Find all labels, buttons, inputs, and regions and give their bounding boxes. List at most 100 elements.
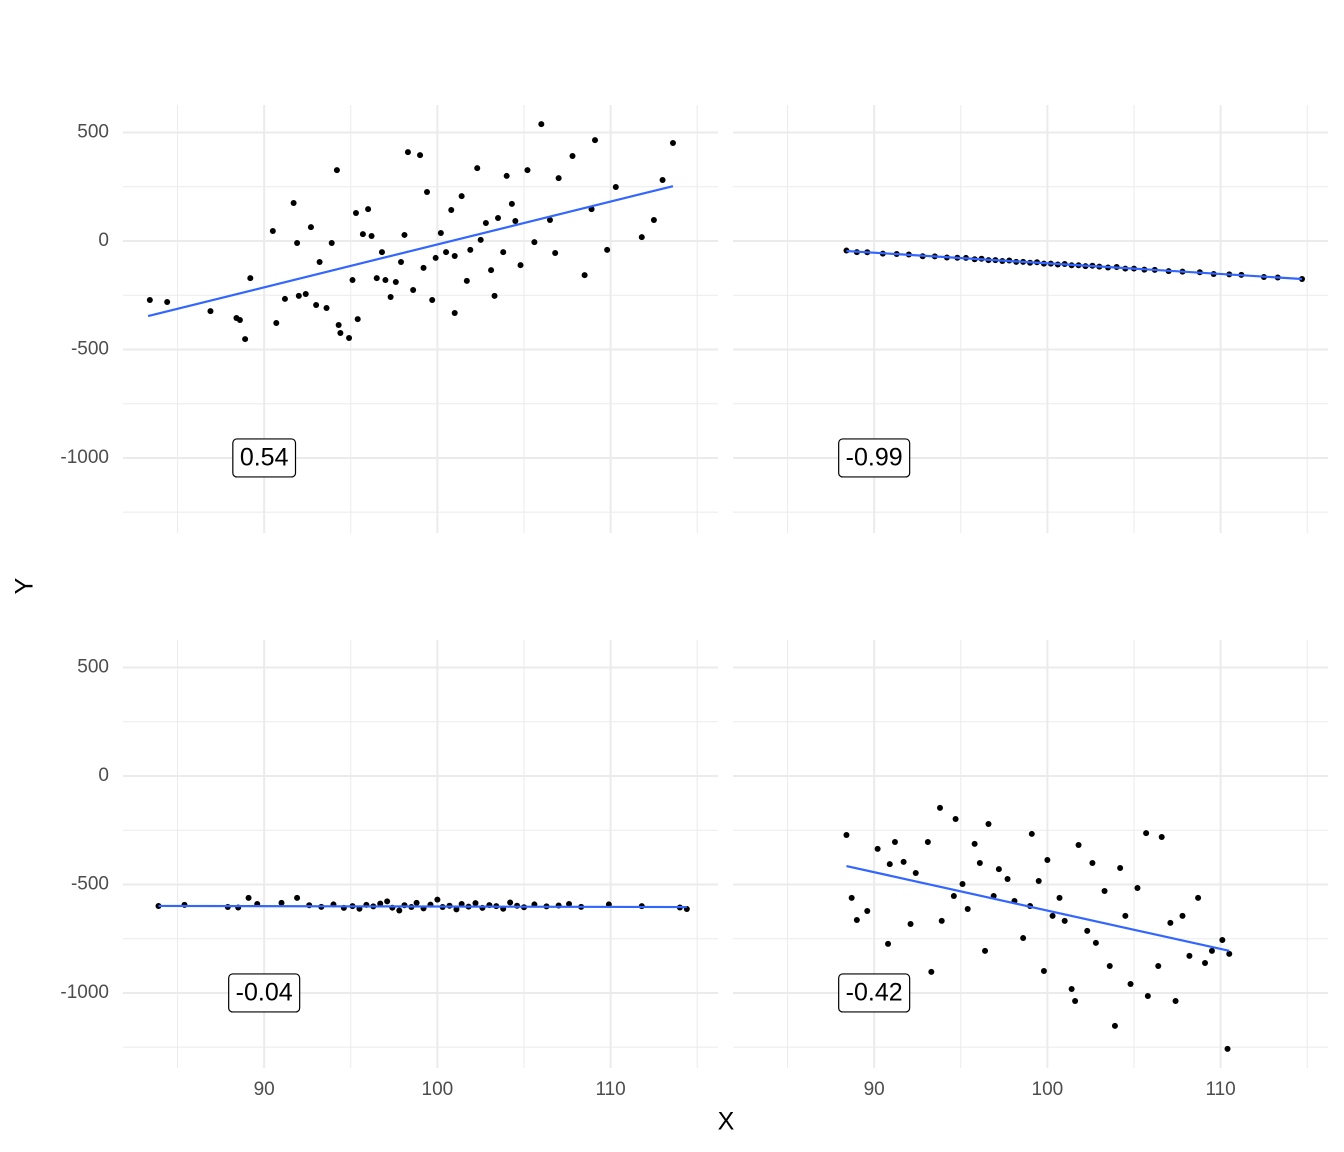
point xyxy=(848,894,855,901)
y-tick-label: 500 xyxy=(77,657,109,678)
point xyxy=(349,277,356,284)
x-tick-label: 110 xyxy=(595,1079,625,1100)
point xyxy=(538,121,545,128)
point xyxy=(401,231,408,238)
point xyxy=(346,334,353,341)
point xyxy=(1143,830,1150,837)
x-tick-label: 100 xyxy=(1032,1079,1064,1100)
annotation-box xyxy=(232,438,297,478)
point xyxy=(269,228,276,235)
point xyxy=(294,239,301,246)
point xyxy=(382,277,389,284)
point xyxy=(423,188,430,195)
point xyxy=(146,297,153,304)
point xyxy=(477,236,484,243)
point xyxy=(1004,876,1011,883)
point xyxy=(995,866,1002,873)
point xyxy=(1158,833,1165,840)
point xyxy=(928,968,935,975)
point xyxy=(886,861,893,868)
point xyxy=(900,858,907,865)
point xyxy=(384,898,391,905)
point xyxy=(488,267,495,274)
point xyxy=(1179,912,1186,919)
point xyxy=(1101,887,1108,894)
point xyxy=(512,218,519,225)
point xyxy=(612,183,619,190)
point xyxy=(236,316,243,323)
point xyxy=(328,239,335,246)
point xyxy=(1084,927,1091,934)
point xyxy=(1224,1045,1231,1052)
annotation-label: -0.04 xyxy=(236,979,293,1007)
point xyxy=(1072,997,1079,1004)
point xyxy=(1202,960,1209,967)
point xyxy=(432,254,439,261)
point xyxy=(1089,860,1096,867)
point xyxy=(451,310,458,317)
point xyxy=(907,920,914,927)
point xyxy=(1195,894,1202,901)
point xyxy=(474,165,481,172)
x-tick-label: 100 xyxy=(422,1079,454,1100)
point xyxy=(313,302,320,309)
point xyxy=(359,231,366,238)
point xyxy=(885,940,892,947)
point xyxy=(650,216,657,223)
point xyxy=(1186,952,1193,959)
point xyxy=(453,906,460,913)
point xyxy=(976,860,983,867)
panel: -0.99 xyxy=(733,105,1328,533)
point xyxy=(290,200,297,207)
point xyxy=(491,292,498,299)
point xyxy=(659,177,666,184)
point xyxy=(472,900,479,907)
point xyxy=(1219,937,1226,944)
point xyxy=(323,305,330,312)
point xyxy=(378,249,385,256)
point xyxy=(508,200,515,207)
y-tick-label: -500 xyxy=(71,873,109,894)
y-tick-label: 0 xyxy=(98,230,109,251)
point xyxy=(592,137,599,144)
point xyxy=(443,249,450,256)
point xyxy=(207,308,214,315)
point xyxy=(316,259,323,266)
point xyxy=(294,894,301,901)
point xyxy=(1056,894,1063,901)
point xyxy=(410,287,417,294)
point xyxy=(404,149,411,156)
y-tick-label: 500 xyxy=(77,122,109,143)
point xyxy=(552,249,559,256)
point xyxy=(281,295,288,302)
x-tick-label: 90 xyxy=(864,1079,885,1100)
point xyxy=(302,290,309,297)
point xyxy=(335,321,342,328)
point xyxy=(278,899,285,906)
point xyxy=(245,894,252,901)
fit-line xyxy=(158,904,687,909)
point xyxy=(337,329,344,336)
panel: 90 100 110 -1000 -500 0 500 -0.04 xyxy=(60,640,718,1100)
point xyxy=(467,246,474,253)
point xyxy=(531,239,538,246)
point xyxy=(1040,968,1047,975)
point xyxy=(458,193,465,200)
point xyxy=(638,234,645,241)
point xyxy=(1106,963,1113,970)
point xyxy=(971,840,978,847)
point xyxy=(495,215,502,222)
x-tick-label: 90 xyxy=(254,1079,275,1100)
point xyxy=(524,167,531,174)
point xyxy=(1092,939,1099,946)
point xyxy=(333,167,340,174)
y-tick-label: -1000 xyxy=(60,982,109,1003)
point xyxy=(398,259,405,266)
fit-line xyxy=(147,185,674,318)
x-tick-label: 110 xyxy=(1205,1079,1235,1100)
point xyxy=(1127,981,1134,988)
annotation-label: -0.42 xyxy=(846,979,903,1007)
point xyxy=(373,275,380,282)
